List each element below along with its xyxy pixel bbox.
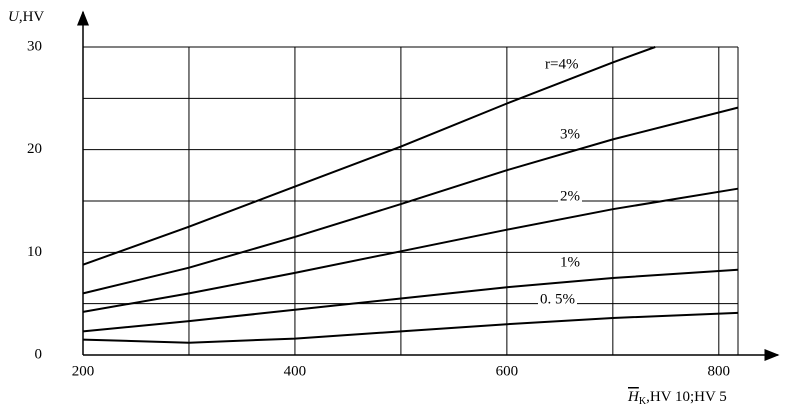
- series-label: 2%: [560, 188, 580, 204]
- series-label: 1%: [560, 254, 580, 270]
- y-tick-label: 20: [27, 141, 42, 157]
- series-label: 0. 5%: [540, 291, 575, 307]
- curve: [82, 311, 738, 344]
- x-tick-label: 800: [708, 363, 731, 379]
- curve: [82, 106, 739, 295]
- x-symbol: H: [627, 389, 640, 405]
- curve: [82, 46, 656, 266]
- label-bg: [558, 254, 582, 271]
- curve: [82, 187, 739, 313]
- y-unit: ,HV: [19, 9, 45, 25]
- label-bg: [558, 188, 582, 205]
- curve: [82, 268, 738, 333]
- y-tick-label: 30: [27, 38, 42, 54]
- x-tick-label: 600: [496, 363, 519, 379]
- label-bg: [538, 291, 577, 308]
- y-symbol: U: [8, 9, 20, 25]
- y-tick-label: 10: [27, 244, 42, 260]
- x-tick-label: 400: [284, 363, 307, 379]
- y-axis-title: U,HV: [8, 9, 44, 25]
- series-label: r=4%: [545, 56, 578, 72]
- label-bg: [543, 56, 581, 73]
- series-label: 3%: [560, 126, 580, 142]
- x-subscript: K: [639, 396, 647, 407]
- x-axis-title: HK,HV 10;HV 5: [627, 389, 727, 407]
- label-bg: [558, 126, 582, 143]
- x-tick-label: 200: [72, 363, 95, 379]
- y-tick-label: 0: [35, 346, 43, 362]
- x-unit: ,HV 10;HV 5: [646, 389, 727, 405]
